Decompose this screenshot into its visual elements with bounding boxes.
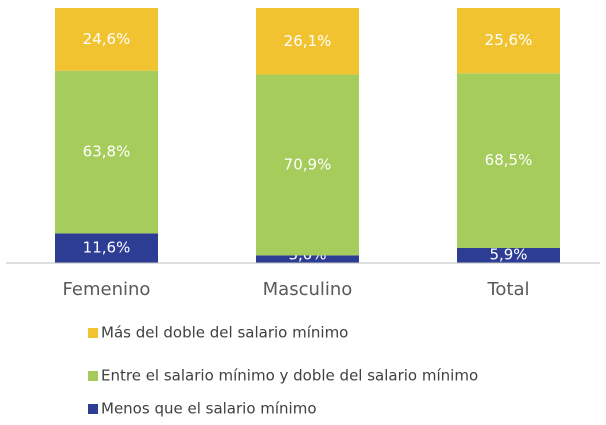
x-tick-label: Femenino xyxy=(63,279,151,300)
bar-segment xyxy=(55,8,158,71)
value-label: 68,5% xyxy=(485,151,533,169)
legend-swatch xyxy=(88,404,98,414)
legend-swatch xyxy=(88,371,98,381)
bar-segment xyxy=(55,70,158,234)
bar-segment xyxy=(457,73,560,248)
value-label: 63,8% xyxy=(83,143,131,161)
value-label: 5,9% xyxy=(489,246,527,264)
x-tick-label: Total xyxy=(486,279,529,300)
legend-label: Más del doble del salario mínimo xyxy=(101,324,348,342)
value-label: 24,6% xyxy=(83,30,131,48)
value-label: 11,6% xyxy=(83,239,131,257)
value-label: 25,6% xyxy=(485,31,533,49)
x-tick-label: Masculino xyxy=(263,279,353,300)
bar-segment xyxy=(256,255,359,263)
bar-segment xyxy=(55,233,158,263)
legend-label: Entre el salario mínimo y doble del sala… xyxy=(101,367,478,385)
bar-segment xyxy=(457,247,560,263)
value-label: 26,1% xyxy=(284,32,332,50)
bar-segment xyxy=(256,74,359,256)
legend-label: Menos que el salario mínimo xyxy=(101,400,317,418)
value-label: 70,9% xyxy=(284,155,332,173)
bar-segment xyxy=(256,8,359,75)
bar-segment xyxy=(457,8,560,74)
legend-swatch xyxy=(88,328,98,338)
